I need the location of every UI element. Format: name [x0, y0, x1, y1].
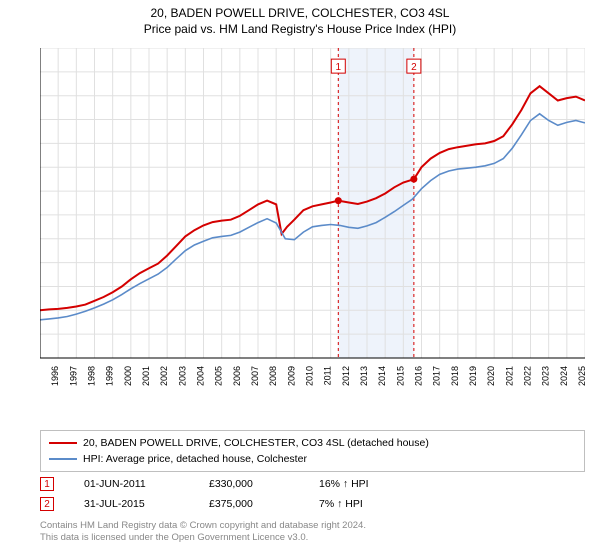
data-marker-2: 2: [40, 497, 54, 511]
data-price: £330,000: [209, 478, 289, 490]
svg-text:1997: 1997: [68, 366, 78, 386]
legend-label-price: 20, BADEN POWELL DRIVE, COLCHESTER, CO3 …: [83, 437, 429, 449]
svg-text:2005: 2005: [214, 366, 224, 386]
data-pct: 16% ↑ HPI: [319, 478, 409, 490]
svg-text:1998: 1998: [87, 366, 97, 386]
svg-text:2006: 2006: [232, 366, 242, 386]
legend-row: 20, BADEN POWELL DRIVE, COLCHESTER, CO3 …: [49, 435, 576, 451]
data-pct: 7% ↑ HPI: [319, 498, 409, 510]
svg-text:2008: 2008: [268, 366, 278, 386]
legend-box: 20, BADEN POWELL DRIVE, COLCHESTER, CO3 …: [40, 430, 585, 472]
data-row: 2 31-JUL-2015 £375,000 7% ↑ HPI: [40, 494, 585, 514]
svg-text:2012: 2012: [341, 366, 351, 386]
svg-text:2025: 2025: [577, 366, 585, 386]
svg-text:2018: 2018: [450, 366, 460, 386]
svg-text:2022: 2022: [523, 366, 533, 386]
svg-text:2020: 2020: [486, 366, 496, 386]
title-subtitle: Price paid vs. HM Land Registry's House …: [0, 22, 600, 36]
chart-area: £0£50K£100K£150K£200K£250K£300K£350K£400…: [40, 48, 585, 393]
data-date: 31-JUL-2015: [84, 498, 179, 510]
data-date: 01-JUN-2011: [84, 478, 179, 490]
svg-text:2014: 2014: [377, 366, 387, 386]
svg-text:1: 1: [336, 62, 342, 73]
svg-text:2019: 2019: [468, 366, 478, 386]
svg-text:2017: 2017: [432, 366, 442, 386]
svg-text:2004: 2004: [196, 366, 206, 386]
footer: Contains HM Land Registry data © Crown c…: [40, 520, 585, 545]
data-price: £375,000: [209, 498, 289, 510]
svg-text:1999: 1999: [105, 366, 115, 386]
legend-label-hpi: HPI: Average price, detached house, Colc…: [83, 453, 307, 465]
svg-text:1995: 1995: [40, 366, 42, 386]
data-marker-1: 1: [40, 477, 54, 491]
legend-swatch-price: [49, 442, 77, 444]
title-address: 20, BADEN POWELL DRIVE, COLCHESTER, CO3 …: [0, 6, 600, 20]
chart-svg: £0£50K£100K£150K£200K£250K£300K£350K£400…: [40, 48, 585, 393]
svg-text:2016: 2016: [414, 366, 424, 386]
svg-text:2000: 2000: [123, 366, 133, 386]
data-row: 1 01-JUN-2011 £330,000 16% ↑ HPI: [40, 474, 585, 494]
svg-text:2015: 2015: [395, 366, 405, 386]
svg-text:2003: 2003: [177, 366, 187, 386]
svg-text:2: 2: [411, 62, 417, 73]
data-rows: 1 01-JUN-2011 £330,000 16% ↑ HPI 2 31-JU…: [40, 474, 585, 514]
svg-text:2007: 2007: [250, 366, 260, 386]
svg-text:2013: 2013: [359, 366, 369, 386]
svg-text:2002: 2002: [159, 366, 169, 386]
svg-text:1996: 1996: [50, 366, 60, 386]
legend-swatch-hpi: [49, 458, 77, 460]
svg-text:2024: 2024: [559, 366, 569, 386]
svg-text:2001: 2001: [141, 366, 151, 386]
legend-row: HPI: Average price, detached house, Colc…: [49, 451, 576, 467]
svg-text:2010: 2010: [305, 366, 315, 386]
footer-line1: Contains HM Land Registry data © Crown c…: [40, 520, 585, 532]
title-block: 20, BADEN POWELL DRIVE, COLCHESTER, CO3 …: [0, 0, 600, 36]
footer-line2: This data is licensed under the Open Gov…: [40, 532, 585, 544]
svg-text:2023: 2023: [541, 366, 551, 386]
svg-text:2021: 2021: [504, 366, 514, 386]
svg-text:2009: 2009: [286, 366, 296, 386]
chart-container: 20, BADEN POWELL DRIVE, COLCHESTER, CO3 …: [0, 0, 600, 560]
svg-text:2011: 2011: [323, 366, 333, 385]
